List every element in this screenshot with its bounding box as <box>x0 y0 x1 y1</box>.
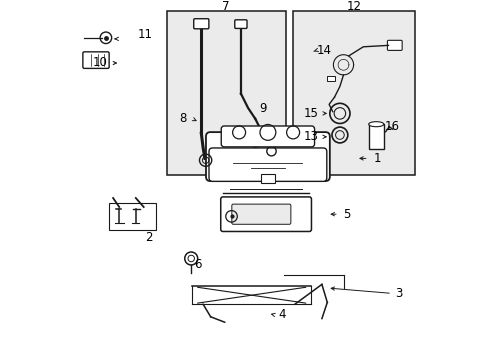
Text: 12: 12 <box>346 0 361 13</box>
FancyBboxPatch shape <box>205 132 329 181</box>
Text: 11: 11 <box>138 28 153 41</box>
Text: 6: 6 <box>194 258 201 271</box>
FancyBboxPatch shape <box>221 126 314 147</box>
FancyBboxPatch shape <box>386 40 401 50</box>
Bar <box>368 124 383 149</box>
Text: 5: 5 <box>343 208 350 221</box>
Text: 4: 4 <box>278 309 285 321</box>
Bar <box>292 11 415 175</box>
Bar <box>260 174 275 183</box>
Text: 15: 15 <box>303 107 318 120</box>
Text: 14: 14 <box>316 44 330 57</box>
FancyBboxPatch shape <box>231 204 290 224</box>
FancyBboxPatch shape <box>193 19 208 29</box>
Text: 7: 7 <box>222 0 229 13</box>
Text: 9: 9 <box>258 102 265 114</box>
Text: 13: 13 <box>303 130 318 143</box>
Text: 2: 2 <box>145 231 153 244</box>
Text: 3: 3 <box>395 287 402 300</box>
FancyBboxPatch shape <box>82 52 109 68</box>
FancyBboxPatch shape <box>220 197 311 231</box>
Bar <box>167 11 285 175</box>
Text: 10: 10 <box>92 57 107 69</box>
Text: 16: 16 <box>384 120 399 132</box>
Text: 1: 1 <box>373 152 381 165</box>
Bar <box>326 76 335 81</box>
Bar <box>109 203 156 230</box>
Text: 8: 8 <box>179 112 186 125</box>
FancyBboxPatch shape <box>208 148 326 181</box>
FancyBboxPatch shape <box>234 20 246 28</box>
Ellipse shape <box>368 122 383 127</box>
